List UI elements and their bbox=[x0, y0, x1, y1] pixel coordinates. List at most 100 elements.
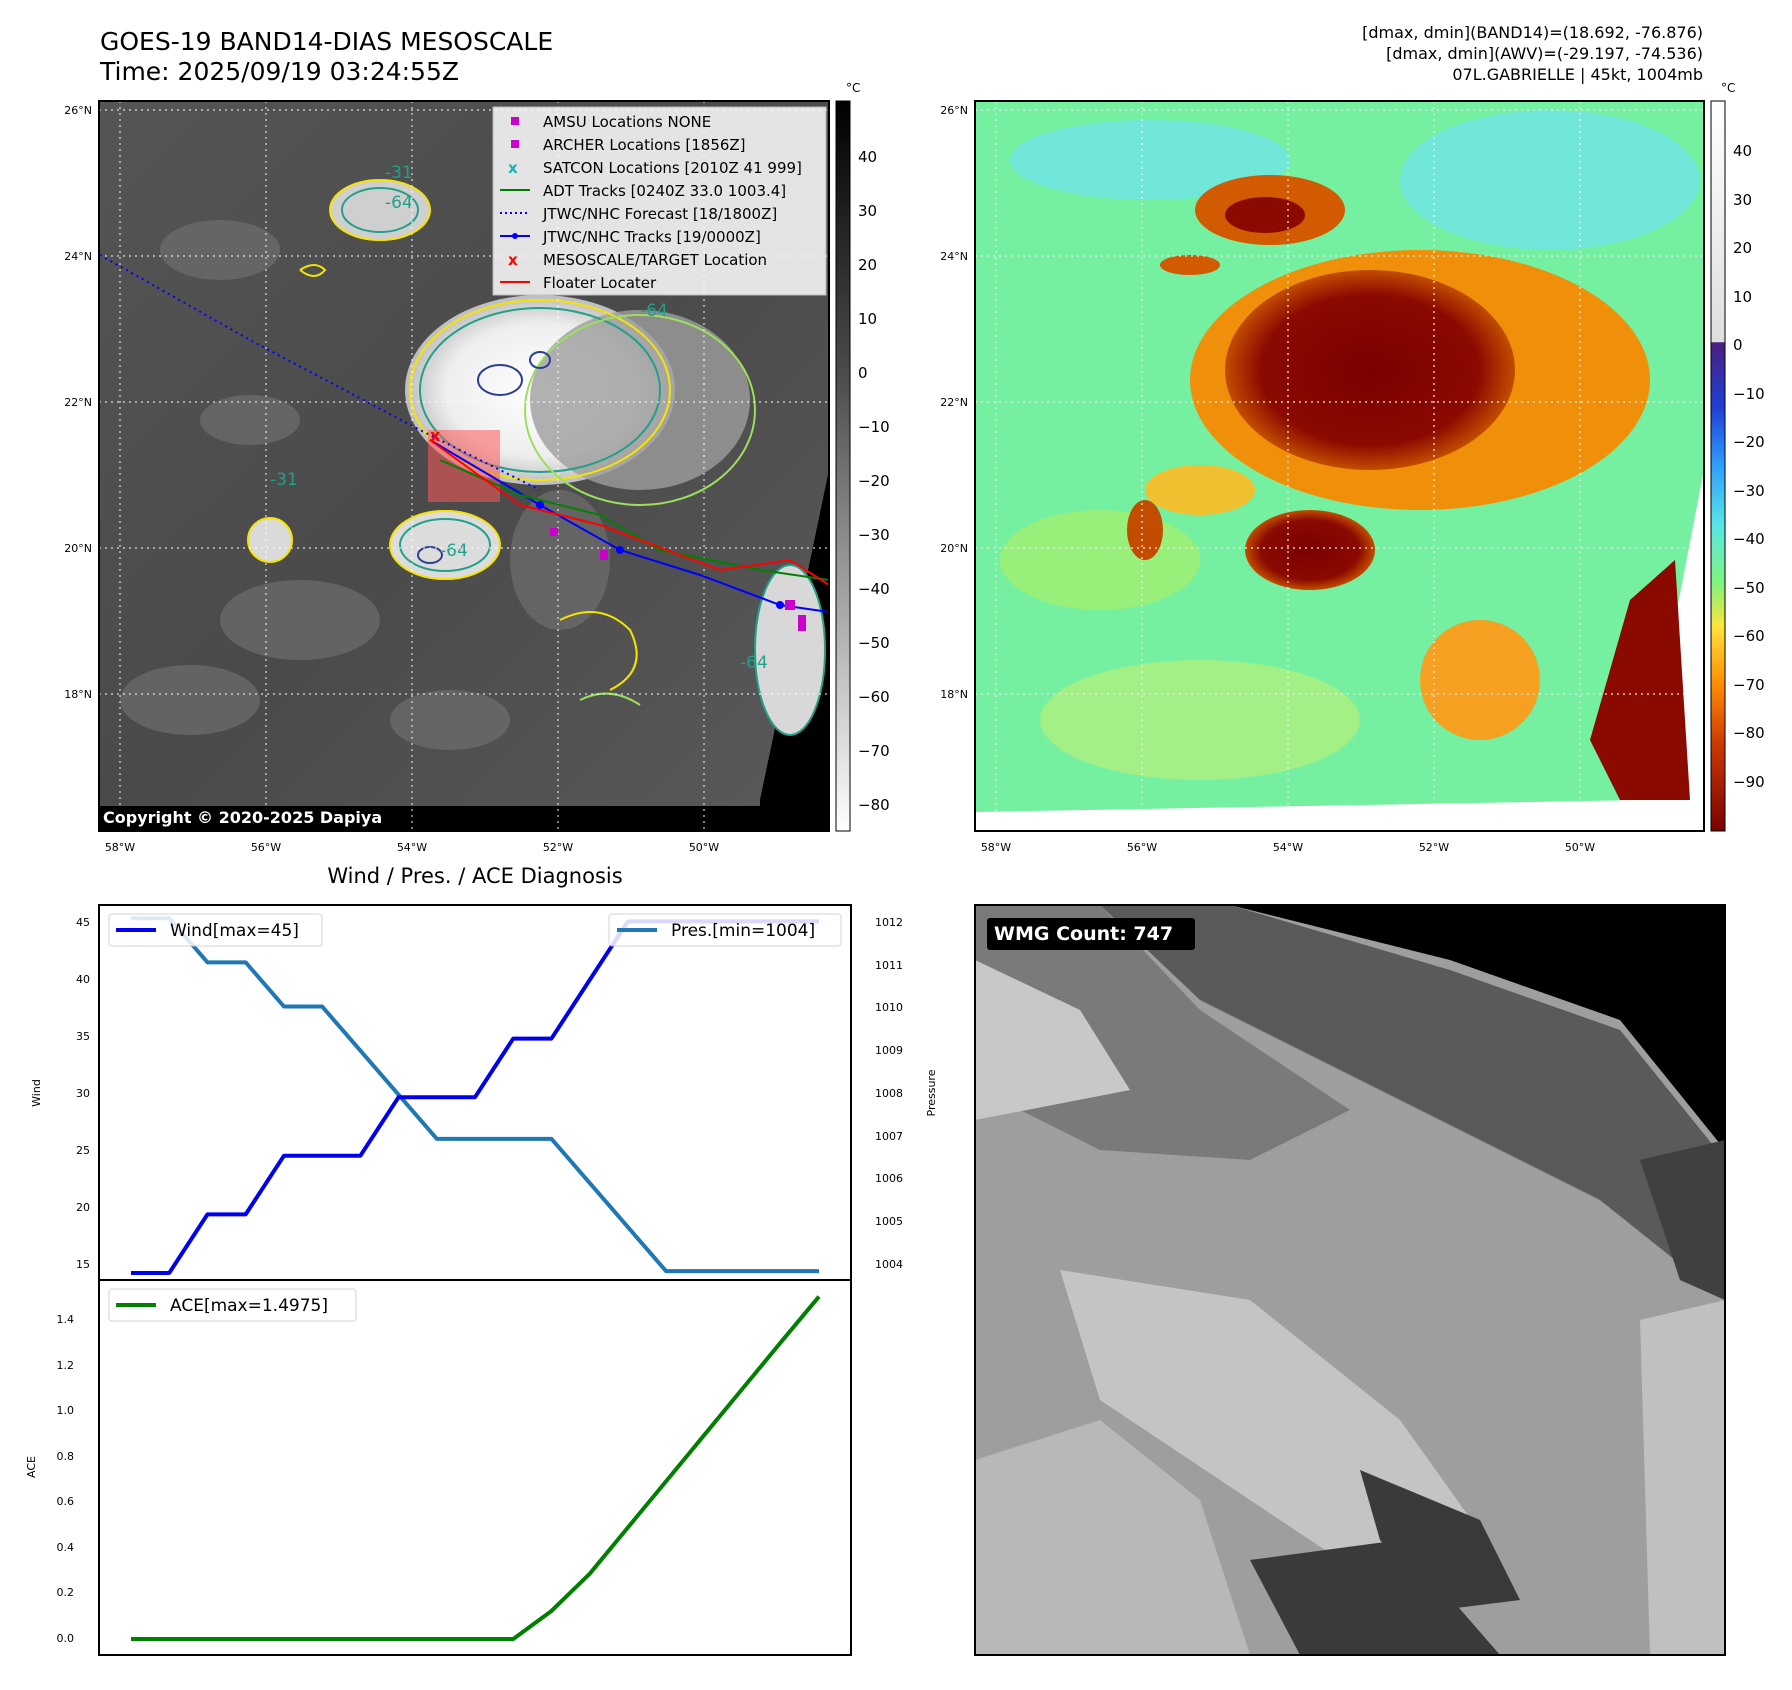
wind-legend-label: Wind[max=45] bbox=[170, 921, 299, 941]
pressure-tick: 1011 bbox=[875, 959, 903, 972]
legend-label-satcon: SATCON Locations [2010Z 41 999] bbox=[543, 159, 802, 177]
ir-colorbar-tick: −70 bbox=[858, 742, 890, 760]
floater-box bbox=[428, 430, 500, 502]
contour-label: -64 bbox=[640, 301, 668, 321]
lat-label: 20°N bbox=[64, 542, 92, 555]
awv-colorbar-tick: −10 bbox=[1733, 385, 1765, 403]
ir-colorbar-tick: −80 bbox=[858, 796, 890, 814]
lat-label: 24°N bbox=[64, 250, 92, 263]
wind-legend: Wind[max=45] bbox=[108, 913, 323, 947]
legend-label-floater: Floater Locater bbox=[543, 274, 657, 292]
ir-colorbar-tick: −40 bbox=[858, 580, 890, 598]
lon-label: 50°W bbox=[1565, 841, 1595, 854]
legend-label-target: MESOSCALE/TARGET Location bbox=[543, 251, 767, 269]
info-line-3: 07L.GABRIELLE | 45kt, 1004mb bbox=[1452, 65, 1703, 84]
ace-legend: ACE[max=1.4975] bbox=[108, 1288, 357, 1322]
adt-track bbox=[439, 459, 829, 581]
lat-label: 26°N bbox=[64, 104, 92, 117]
awv-colorbar: °C 40 30 20 10 0 −10 −20 −30 −40 −50 −60… bbox=[1710, 81, 1765, 832]
awv-colorbar-tick: 0 bbox=[1733, 336, 1743, 354]
ir-colorbar-tick: −20 bbox=[858, 472, 890, 490]
ace-legend-label: ACE[max=1.4975] bbox=[170, 1296, 328, 1316]
ir-colorbar-tick: 0 bbox=[858, 364, 868, 382]
lon-label: 56°W bbox=[251, 841, 281, 854]
ace-series-line bbox=[131, 1295, 821, 1641]
ace-tick: 1.4 bbox=[57, 1313, 75, 1326]
ace-tick: 0.6 bbox=[57, 1495, 75, 1508]
pressure-tick: 1006 bbox=[875, 1172, 903, 1185]
ir-colorbar-tick: −60 bbox=[858, 688, 890, 706]
ir-colorbar-unit: °C bbox=[846, 81, 860, 95]
floater-track bbox=[429, 439, 829, 586]
pressure-legend: Pres.[min=1004] bbox=[608, 913, 842, 947]
pressure-tick: 1008 bbox=[875, 1087, 903, 1100]
ir-legend: AMSU Locations NONE ARCHER Locations [18… bbox=[492, 106, 827, 296]
svg-text:x: x bbox=[430, 426, 441, 445]
ace-tick: 0.2 bbox=[57, 1586, 75, 1599]
awv-colorbar-tick: −60 bbox=[1733, 627, 1765, 645]
ir-map-panel: -64 -64 -64 -64 -31 -31 bbox=[64, 100, 830, 854]
chart-title: Wind / Pres. / ACE Diagnosis bbox=[327, 864, 622, 888]
lon-label: 50°W bbox=[689, 841, 719, 854]
wind-tick: 30 bbox=[76, 1087, 90, 1100]
ir-colorbar-tick: 10 bbox=[858, 310, 877, 328]
contour-label: -64 bbox=[385, 193, 413, 213]
legend-label-nhc: JTWC/NHC Tracks [19/0000Z] bbox=[542, 228, 761, 246]
pressure-axis-label: Pressure bbox=[925, 1069, 938, 1116]
diagnosis-chart: Wind / Pres. / ACE Diagnosis Wind Pressu… bbox=[25, 864, 938, 1656]
ace-tick: 1.2 bbox=[57, 1359, 75, 1372]
contour-label: -64 bbox=[440, 541, 468, 561]
info-line-1: [dmax, dmin](BAND14)=(18.692, -76.876) bbox=[1362, 23, 1703, 42]
lat-label: 18°N bbox=[940, 688, 968, 701]
lat-label: 22°N bbox=[64, 396, 92, 409]
lat-label: 20°N bbox=[940, 542, 968, 555]
figure-time: Time: 2025/09/19 03:24:55Z bbox=[99, 57, 459, 86]
awv-colorbar-tick: −30 bbox=[1733, 482, 1765, 500]
pressure-tick: 1007 bbox=[875, 1130, 903, 1143]
awv-colorbar-tick: −40 bbox=[1733, 530, 1765, 548]
ace-tick: 1.0 bbox=[57, 1404, 75, 1417]
pressure-tick: 1005 bbox=[875, 1215, 903, 1228]
wmg-image bbox=[975, 905, 1725, 1655]
ir-colorbar: °C 40 30 20 10 0 −10 −20 −30 −40 −50 −60… bbox=[835, 81, 890, 832]
legend-swatch-target: x bbox=[508, 251, 518, 269]
wind-axis-label: Wind bbox=[30, 1079, 43, 1107]
wind-tick: 40 bbox=[76, 973, 90, 986]
wind-tick: 45 bbox=[76, 916, 90, 929]
ir-colorbar-tick: 20 bbox=[858, 256, 877, 274]
lon-label: 52°W bbox=[1419, 841, 1449, 854]
lat-label: 26°N bbox=[940, 104, 968, 117]
pressure-tick: 1012 bbox=[875, 916, 903, 929]
awv-colorbar-tick: −70 bbox=[1733, 676, 1765, 694]
pressure-tick: 1004 bbox=[875, 1258, 903, 1271]
legend-label-archer: ARCHER Locations [1856Z] bbox=[543, 136, 746, 154]
ir-colorbar-tick: −30 bbox=[858, 526, 890, 544]
awv-colorbar-tick: 40 bbox=[1733, 142, 1752, 160]
ir-colorbar-tick: −10 bbox=[858, 418, 890, 436]
legend-swatch-amsu bbox=[511, 117, 519, 125]
awv-colorbar-tick: 10 bbox=[1733, 288, 1752, 306]
ace-tick: 0.4 bbox=[57, 1541, 75, 1554]
wind-tick: 20 bbox=[76, 1201, 90, 1214]
lat-label: 24°N bbox=[940, 250, 968, 263]
awv-map-panel: 26°N 24°N 22°N 20°N 18°N 58°W 56°W 54°W … bbox=[940, 100, 1705, 854]
contour-label: -64 bbox=[740, 653, 768, 673]
wind-tick: 25 bbox=[76, 1144, 90, 1157]
ace-axis-label: ACE bbox=[25, 1456, 38, 1478]
legend-swatch-archer bbox=[511, 140, 519, 148]
awv-colorbar-tick: −80 bbox=[1733, 724, 1765, 742]
awv-colorbar-tick: 30 bbox=[1733, 191, 1752, 209]
wmg-count: WMG Count: 747 bbox=[994, 923, 1173, 945]
lon-label: 58°W bbox=[981, 841, 1011, 854]
lon-label: 54°W bbox=[1273, 841, 1303, 854]
wmg-panel: WMG Count: 747 bbox=[974, 904, 1726, 1656]
lon-label: 56°W bbox=[1127, 841, 1157, 854]
awv-colorbar-unit: °C bbox=[1721, 81, 1735, 95]
legend-label-adt: ADT Tracks [0240Z 33.0 1003.4] bbox=[543, 182, 786, 200]
wind-tick: 35 bbox=[76, 1030, 90, 1043]
info-line-2: [dmax, dmin](AWV)=(-29.197, -74.536) bbox=[1386, 44, 1703, 63]
awv-moisture-plumes bbox=[1127, 175, 1690, 800]
pressure-legend-label: Pres.[min=1004] bbox=[671, 921, 815, 941]
lat-label: 18°N bbox=[64, 688, 92, 701]
pressure-series-line bbox=[131, 916, 819, 1274]
